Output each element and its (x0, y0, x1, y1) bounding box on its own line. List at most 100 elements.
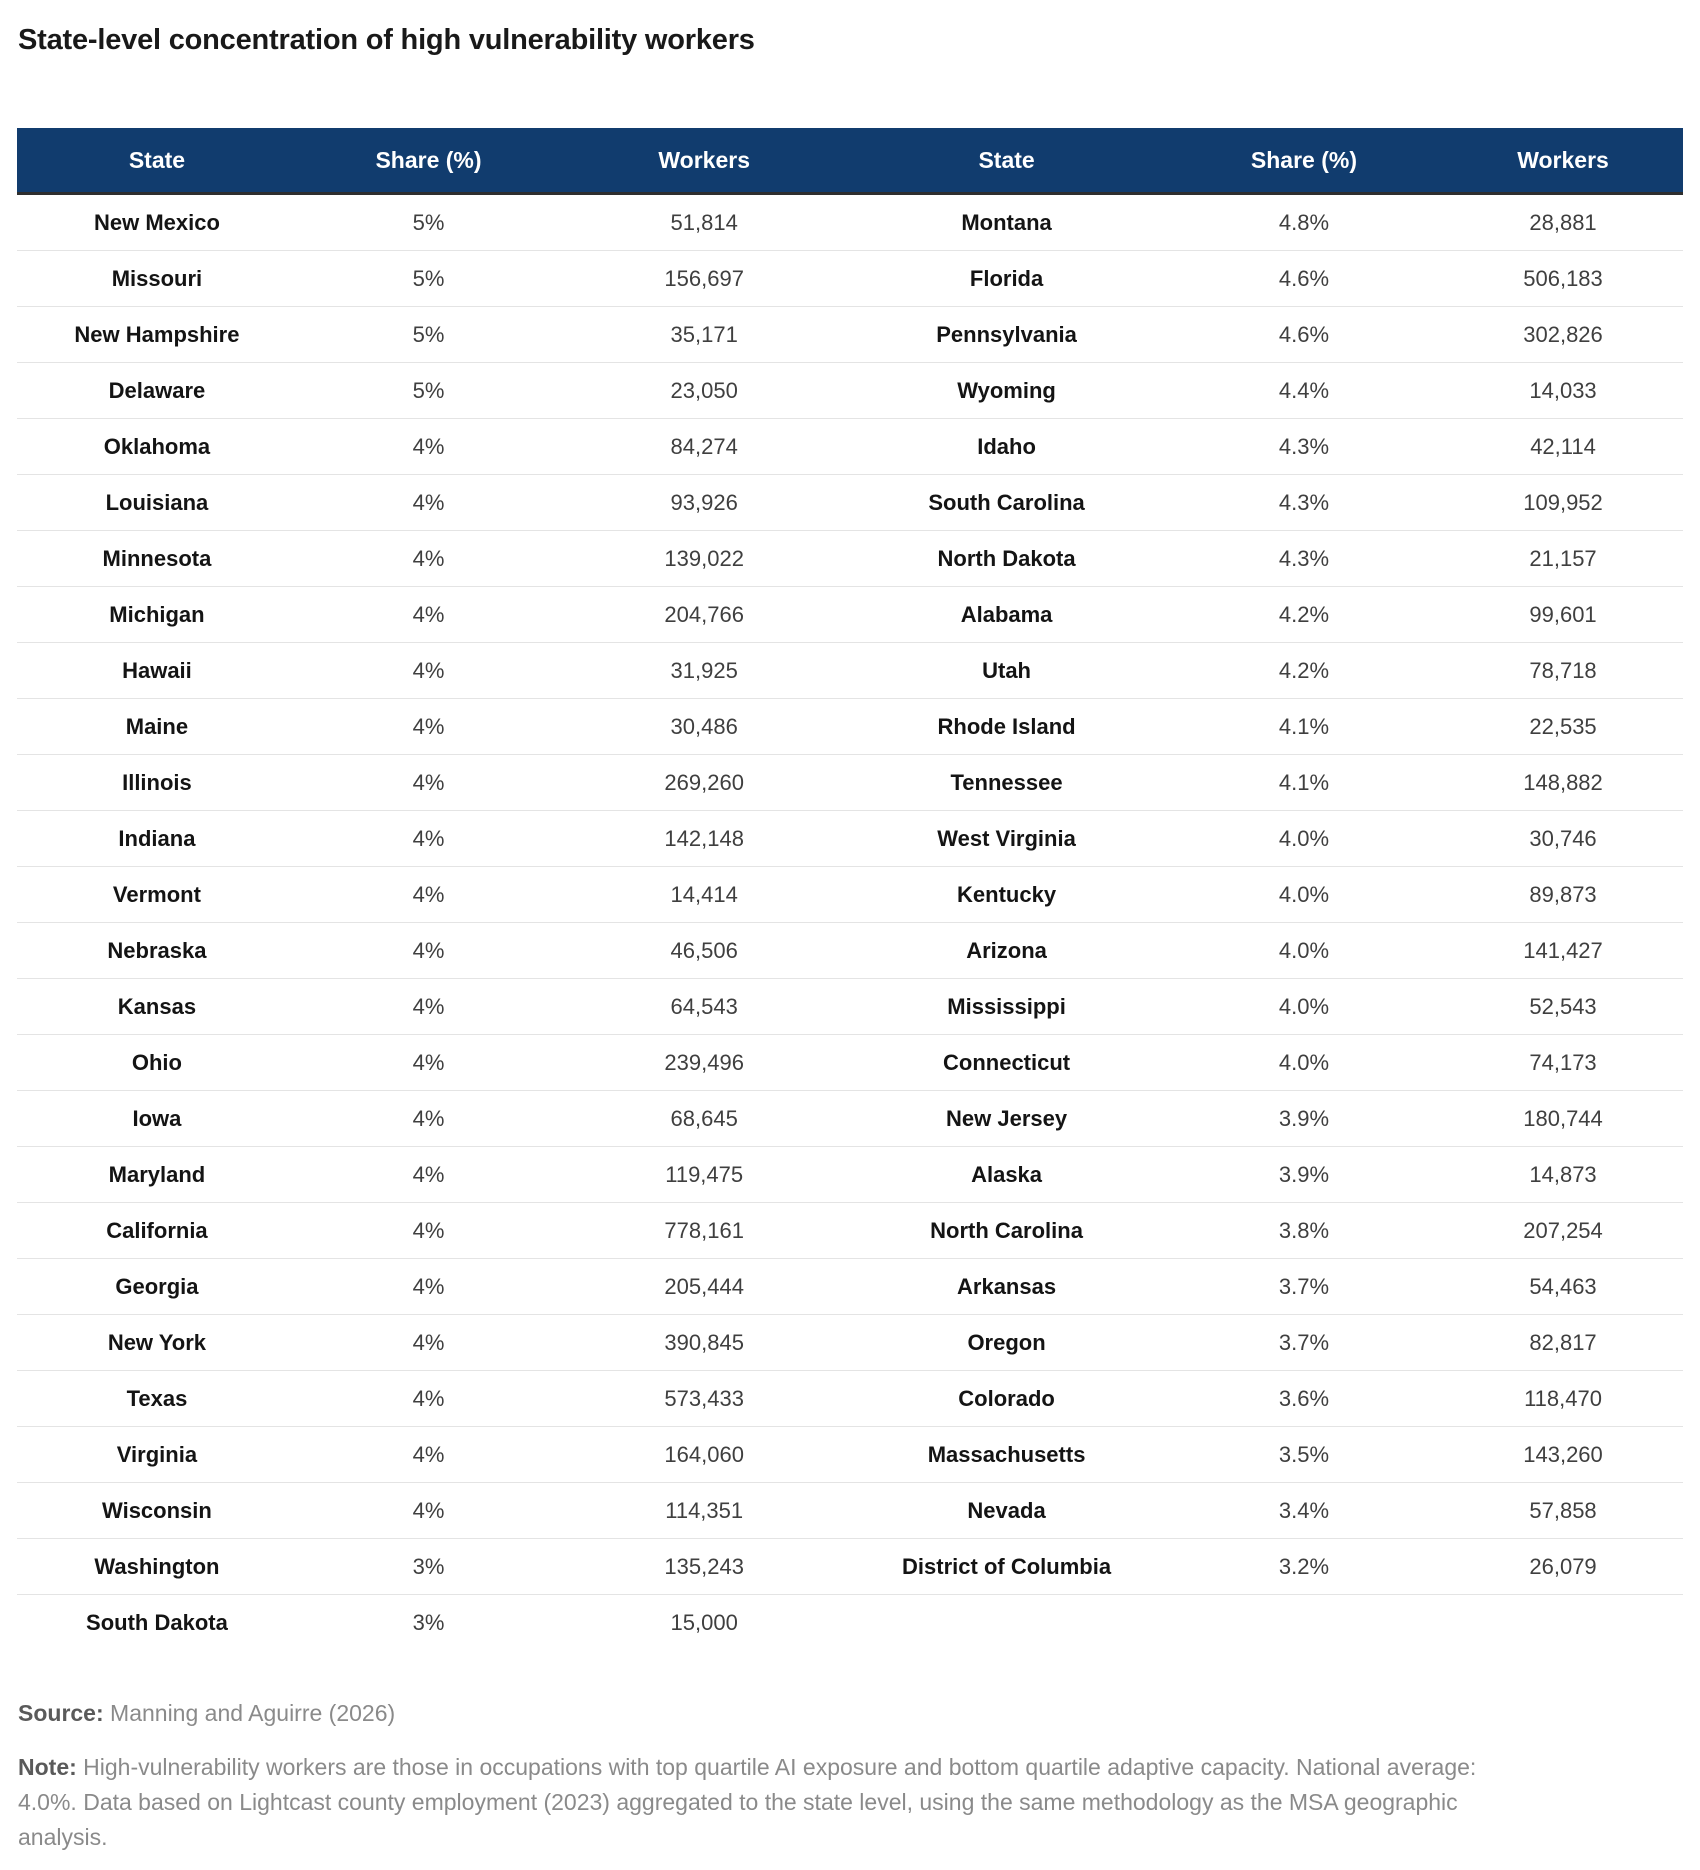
workers-cell: 74,173 (1443, 1034, 1683, 1091)
workers-cell: 119,475 (560, 1146, 849, 1203)
share-cell: 4.0% (1164, 922, 1444, 979)
workers-cell: 82,817 (1443, 1314, 1683, 1371)
state-cell: Minnesota (17, 530, 297, 587)
state-cell: Wisconsin (17, 1482, 297, 1539)
state-cell: California (17, 1202, 297, 1259)
source-label: Source: (18, 1700, 104, 1726)
table-row: New Mexico 5% 51,814 Montana 4.8% 28,881 (17, 193, 1683, 251)
state-cell: Vermont (17, 866, 297, 923)
workers-cell: 78,718 (1443, 642, 1683, 699)
workers-cell: 14,033 (1443, 362, 1683, 419)
table-row: Wisconsin 4% 114,351 Nevada 3.4% 57,858 (17, 1482, 1683, 1539)
share-cell: 4% (296, 698, 561, 755)
state-cell: Idaho (848, 418, 1165, 475)
workers-cell: 93,926 (560, 474, 849, 531)
share-cell: 4% (296, 810, 561, 867)
share-cell: 4% (296, 530, 561, 587)
source-text: Manning and Aguirre (2026) (103, 1700, 396, 1726)
state-cell: New Mexico (17, 193, 297, 251)
state-cell: North Carolina (848, 1202, 1165, 1259)
workers-cell: 269,260 (560, 754, 849, 811)
workers-cell: 51,814 (560, 193, 849, 251)
state-cell: South Carolina (848, 474, 1165, 531)
state-cell: Georgia (17, 1258, 297, 1315)
table-row: Vermont 4% 14,414 Kentucky 4.0% 89,873 (17, 866, 1683, 923)
share-cell: 4% (296, 474, 561, 531)
state-cell: Oklahoma (17, 418, 297, 475)
state-cell: Nevada (848, 1482, 1165, 1539)
state-cell: District of Columbia (848, 1538, 1165, 1595)
workers-cell: 204,766 (560, 586, 849, 643)
workers-cell: 302,826 (1443, 306, 1683, 363)
share-cell: 4.0% (1164, 810, 1444, 867)
state-cell: Pennsylvania (848, 306, 1165, 363)
column-header-workers-right: Workers (1443, 128, 1683, 195)
state-cell: Louisiana (17, 474, 297, 531)
share-cell: 4.0% (1164, 978, 1444, 1035)
share-cell: 4.2% (1164, 642, 1444, 699)
table-row: California 4% 778,161 North Carolina 3.8% 207… (17, 1202, 1683, 1259)
share-cell: 3.7% (1164, 1258, 1444, 1315)
workers-cell: 46,506 (560, 922, 849, 979)
share-cell: 4.8% (1164, 193, 1444, 251)
workers-cell: 506,183 (1443, 250, 1683, 307)
share-cell: 4.1% (1164, 698, 1444, 755)
workers-cell: 84,274 (560, 418, 849, 475)
workers-cell: 390,845 (560, 1314, 849, 1371)
state-cell: Delaware (17, 362, 297, 419)
table-row: New York 4% 390,845 Oregon 3.7% 82,817 (17, 1314, 1683, 1371)
share-cell: 4.3% (1164, 474, 1444, 531)
state-cell: Rhode Island (848, 698, 1165, 755)
state-cell: Michigan (17, 586, 297, 643)
workers-cell: 31,925 (560, 642, 849, 699)
share-cell: 3.7% (1164, 1314, 1444, 1371)
workers-cell: 23,050 (560, 362, 849, 419)
share-cell: 4% (296, 754, 561, 811)
table-row: Delaware 5% 23,050 Wyoming 4.4% 14,033 (17, 362, 1683, 419)
share-cell: 3.4% (1164, 1482, 1444, 1539)
state-cell: Texas (17, 1370, 297, 1427)
workers-cell: 35,171 (560, 306, 849, 363)
workers-cell: 180,744 (1443, 1090, 1683, 1147)
table-row: Michigan 4% 204,766 Alabama 4.2% 99,601 (17, 586, 1683, 643)
workers-cell: 118,470 (1443, 1370, 1683, 1427)
state-cell: Florida (848, 250, 1165, 307)
workers-cell (1443, 1595, 1683, 1651)
table-row: Nebraska 4% 46,506 Arizona 4.0% 141,427 (17, 922, 1683, 979)
share-cell: 5% (296, 250, 561, 307)
column-header-share-left: Share (%) (296, 128, 561, 195)
state-cell: Connecticut (848, 1034, 1165, 1091)
workers-cell: 139,022 (560, 530, 849, 587)
share-cell: 4.3% (1164, 530, 1444, 587)
share-cell: 4.6% (1164, 306, 1444, 363)
share-cell: 4.3% (1164, 418, 1444, 475)
share-cell: 3.2% (1164, 1538, 1444, 1595)
table-row: Illinois 4% 269,260 Tennessee 4.1% 148,882 (17, 754, 1683, 811)
column-header-share-right: Share (%) (1164, 128, 1444, 195)
share-cell: 3.6% (1164, 1370, 1444, 1427)
state-cell: Arkansas (848, 1258, 1165, 1315)
state-cell: Virginia (17, 1426, 297, 1483)
share-cell: 4% (296, 586, 561, 643)
state-cell: Alaska (848, 1146, 1165, 1203)
share-cell: 3% (412, 1609, 445, 1635)
share-cell: 4% (296, 1202, 561, 1259)
workers-cell: 68,645 (560, 1090, 849, 1147)
state-cell: Tennessee (848, 754, 1165, 811)
workers-cell: 52,543 (1443, 978, 1683, 1035)
workers-cell: 14,873 (1443, 1146, 1683, 1203)
state-cell: New Jersey (848, 1090, 1165, 1147)
share-cell: 4% (296, 1314, 561, 1371)
state-cell: Illinois (17, 754, 297, 811)
state-cell: Wyoming (848, 362, 1165, 419)
state-cell: South Dakota (86, 1609, 228, 1635)
note-line: Note: High-vulnerability workers are tho… (18, 1750, 1538, 1855)
workers-cell: 30,746 (1443, 810, 1683, 867)
share-cell: 3.9% (1164, 1090, 1444, 1147)
workers-cell: 148,882 (1443, 754, 1683, 811)
share-cell: 5% (296, 362, 561, 419)
share-cell: 4% (296, 1034, 561, 1091)
workers-cell: 28,881 (1443, 193, 1683, 251)
state-cell: New York (17, 1314, 297, 1371)
